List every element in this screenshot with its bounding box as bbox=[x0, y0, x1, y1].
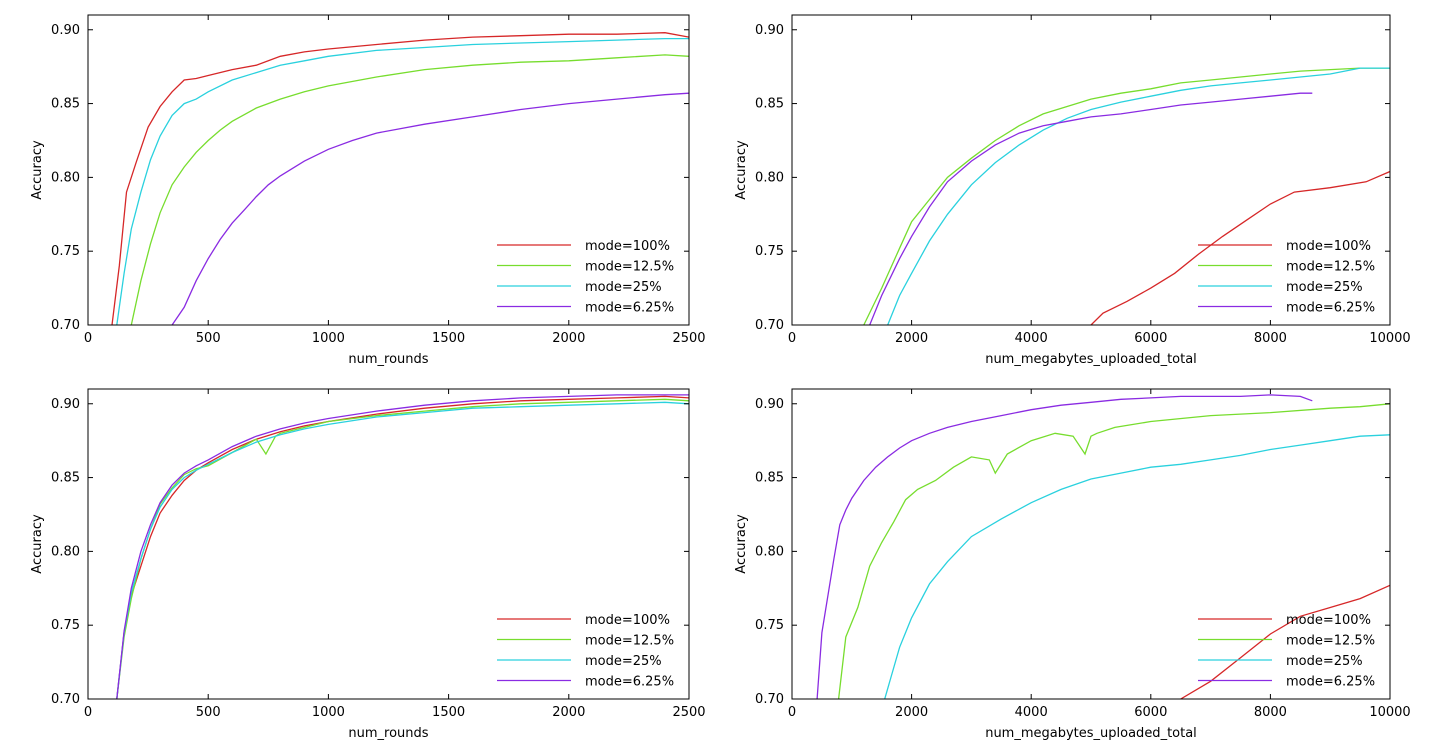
legend: mode=100% mode=12.5% mode=25% mode=6.25% bbox=[497, 613, 674, 690]
plot-frame bbox=[791, 388, 1391, 700]
legend-label: mode=6.25% bbox=[1286, 675, 1375, 690]
legend-label: mode=12.5% bbox=[585, 260, 674, 275]
series-line-3 bbox=[887, 67, 1390, 325]
x-tick-label: 500 bbox=[196, 705, 221, 720]
x-tick-label: 0 bbox=[788, 705, 796, 720]
x-tick-label: 4000 bbox=[1015, 705, 1048, 720]
y-tick-label: 0.75 bbox=[755, 618, 784, 633]
x-tick-label: 2000 bbox=[895, 331, 928, 346]
y-tick-label: 0.85 bbox=[755, 97, 784, 112]
legend-label: mode=25% bbox=[1286, 280, 1363, 295]
x-tick-label: 2000 bbox=[895, 705, 928, 720]
y-axis-label: Accuracy bbox=[734, 140, 749, 200]
series-line-2 bbox=[863, 67, 1390, 325]
y-tick-label: 0.80 bbox=[755, 170, 784, 185]
x-tick-label: 8000 bbox=[1254, 331, 1287, 346]
series-line-2 bbox=[837, 403, 1390, 699]
plot-frame bbox=[87, 388, 690, 700]
x-tick-label: 500 bbox=[196, 331, 221, 346]
series-line-1 bbox=[111, 32, 689, 325]
x-tick-label: 0 bbox=[788, 331, 796, 346]
legend-label: mode=6.25% bbox=[585, 675, 674, 690]
x-tick-label: 0 bbox=[84, 705, 92, 720]
legend-label: mode=25% bbox=[585, 280, 662, 295]
x-axis-label: num_megabytes_uploaded_total bbox=[985, 726, 1197, 741]
y-tick-label: 0.70 bbox=[755, 318, 784, 333]
series-line-4 bbox=[116, 394, 689, 699]
legend-label: mode=12.5% bbox=[1286, 260, 1375, 275]
x-tick-label: 10000 bbox=[1369, 331, 1410, 346]
y-tick-label: 0.80 bbox=[51, 544, 80, 559]
y-tick-label: 0.85 bbox=[51, 471, 80, 486]
legend: mode=100% mode=12.5% mode=25% mode=6.25% bbox=[1198, 239, 1375, 316]
series-line-4 bbox=[816, 394, 1313, 699]
plot-frame bbox=[87, 14, 690, 326]
legend-label: mode=25% bbox=[1286, 654, 1363, 669]
y-tick-label: 0.70 bbox=[51, 318, 80, 333]
y-tick-label: 0.80 bbox=[51, 170, 80, 185]
chart-panel-2: 0 2000 4000 6000 8000 10000 0.70 0.75 0.80 0.85 0.… bbox=[734, 14, 1411, 367]
y-tick-label: 0.75 bbox=[755, 244, 784, 259]
y-axis-label: Accuracy bbox=[30, 140, 45, 200]
legend-label: mode=100% bbox=[585, 239, 670, 254]
x-tick-label: 6000 bbox=[1134, 705, 1167, 720]
legend-label: mode=100% bbox=[1286, 613, 1371, 628]
legend-label: mode=6.25% bbox=[585, 301, 674, 316]
y-tick-label: 0.90 bbox=[51, 397, 80, 412]
legend-label: mode=100% bbox=[585, 613, 670, 628]
chart-panel-1: 0 500 1000 1500 2000 2500 0.70 0.75 0.80 0.85 0.90… bbox=[30, 14, 706, 367]
chart-panel-3: 0 500 1000 1500 2000 2500 0.70 0.75 0.80 0.85 0.90… bbox=[30, 388, 706, 741]
series-line-1 bbox=[1180, 584, 1390, 699]
y-tick-label: 0.75 bbox=[51, 618, 80, 633]
x-tick-label: 0 bbox=[84, 331, 92, 346]
legend: mode=100% mode=12.5% mode=25% mode=6.25% bbox=[497, 239, 674, 316]
y-tick-label: 0.70 bbox=[51, 692, 80, 707]
series-line-2 bbox=[130, 54, 689, 325]
x-tick-label: 2000 bbox=[552, 331, 585, 346]
y-axis-label: Accuracy bbox=[30, 514, 45, 574]
x-tick-label: 1000 bbox=[312, 705, 345, 720]
y-tick-label: 0.90 bbox=[755, 23, 784, 38]
legend-label: mode=12.5% bbox=[1286, 634, 1375, 649]
series-line-1 bbox=[1090, 170, 1390, 325]
x-tick-label: 1500 bbox=[432, 705, 465, 720]
y-tick-label: 0.75 bbox=[51, 244, 80, 259]
y-tick-label: 0.85 bbox=[51, 97, 80, 112]
x-tick-label: 4000 bbox=[1015, 331, 1048, 346]
x-tick-label: 1000 bbox=[312, 331, 345, 346]
series-line-4 bbox=[869, 92, 1313, 325]
x-tick-label: 8000 bbox=[1254, 705, 1287, 720]
x-tick-label: 6000 bbox=[1134, 331, 1167, 346]
y-tick-label: 0.70 bbox=[755, 692, 784, 707]
legend-label: mode=12.5% bbox=[585, 634, 674, 649]
series-line-3 bbox=[116, 37, 689, 325]
x-tick-label: 2000 bbox=[552, 705, 585, 720]
legend-label: mode=6.25% bbox=[1286, 301, 1375, 316]
x-tick-label: 2500 bbox=[672, 331, 705, 346]
x-tick-label: 10000 bbox=[1369, 705, 1410, 720]
y-tick-label: 0.85 bbox=[755, 471, 784, 486]
series-line-3 bbox=[884, 434, 1390, 699]
y-tick-label: 0.90 bbox=[51, 23, 80, 38]
x-tick-label: 1500 bbox=[432, 331, 465, 346]
chart-panel-4: 0 2000 4000 6000 8000 10000 0.70 0.75 0.80 0.85 0.… bbox=[734, 388, 1411, 741]
series-line-3 bbox=[116, 401, 689, 699]
y-tick-label: 0.80 bbox=[755, 544, 784, 559]
x-axis-label: num_rounds bbox=[348, 352, 428, 367]
legend-label: mode=100% bbox=[1286, 239, 1371, 254]
x-axis-label: num_rounds bbox=[348, 726, 428, 741]
x-tick-label: 2500 bbox=[672, 705, 705, 720]
y-axis-label: Accuracy bbox=[734, 514, 749, 574]
legend: mode=100% mode=12.5% mode=25% mode=6.25% bbox=[1198, 613, 1375, 690]
x-axis-label: num_megabytes_uploaded_total bbox=[985, 352, 1197, 367]
legend-label: mode=25% bbox=[585, 654, 662, 669]
y-tick-label: 0.90 bbox=[755, 397, 784, 412]
plot-frame bbox=[791, 14, 1391, 326]
series-line-4 bbox=[171, 92, 689, 325]
